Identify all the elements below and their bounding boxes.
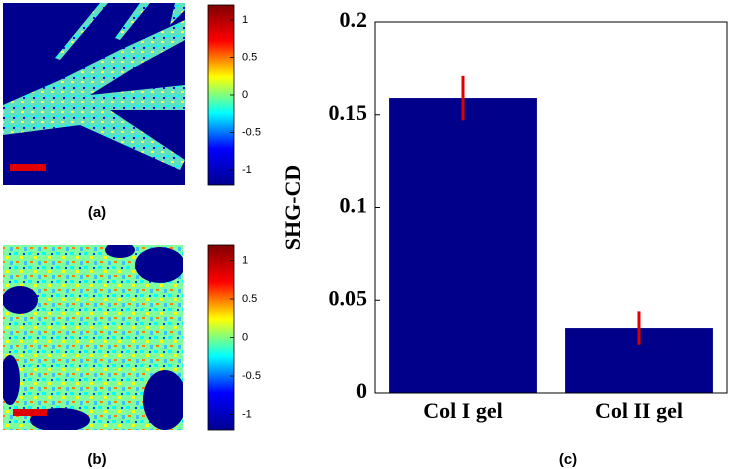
y-tick-label: 0.2 <box>340 7 368 32</box>
y-tick-label: 0.05 <box>329 285 368 310</box>
colorbar-tick-label: 0 <box>242 89 248 101</box>
colorbar-tick-label: 1 <box>242 14 248 26</box>
colorbar-tick-label: 1 <box>242 254 248 266</box>
x-tick-label: Col II gel <box>595 398 683 423</box>
y-tick-label: 0.15 <box>329 100 368 125</box>
colorbar-tick-label: 0 <box>242 331 248 343</box>
colorbar-tick-label: 0.5 <box>242 293 257 305</box>
colorbar-tick-label: -1 <box>242 408 252 420</box>
image-a <box>3 3 185 185</box>
colorbar-tick-label: 0.5 <box>242 51 257 63</box>
bar <box>389 98 537 394</box>
image-b <box>3 245 183 430</box>
colorbar-tick-label: -0.5 <box>242 126 261 138</box>
y-tick-label: 0 <box>356 378 367 403</box>
colorbar-tick-label: -1 <box>242 164 252 176</box>
panel-caption: (b) <box>87 451 106 468</box>
y-tick-label: 0.1 <box>340 193 368 218</box>
y-axis-label: SHG-CD <box>280 165 305 251</box>
panel-caption: (c) <box>559 451 577 468</box>
colorbar <box>207 4 235 186</box>
colorbar-tick-label: -0.5 <box>242 370 261 382</box>
x-tick-label: Col I gel <box>423 398 502 423</box>
panel-caption: (a) <box>88 204 106 221</box>
colorbar <box>207 244 235 431</box>
